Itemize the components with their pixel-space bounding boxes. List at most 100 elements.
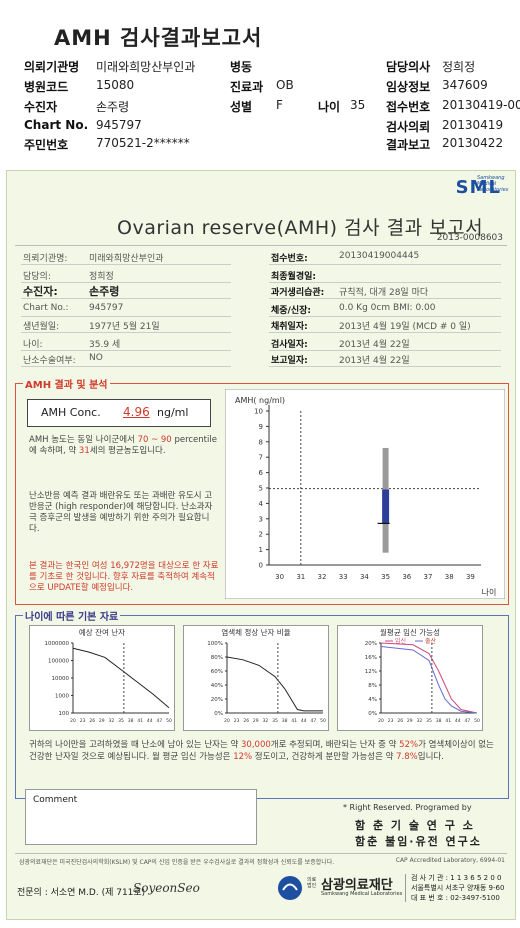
- foundation-logo-icon: [278, 876, 302, 900]
- mini-series-line: [380, 646, 478, 714]
- mini-y-tick-label: 60%: [211, 669, 223, 675]
- info-right-label: 보고일자:: [271, 356, 308, 366]
- mini-x-tick-label: 20: [378, 718, 384, 724]
- mini-x-tick-label: 50: [166, 718, 172, 724]
- info-row-divider: [269, 332, 501, 333]
- age-label: 나이: [318, 100, 341, 114]
- header-right-value: 20130419-004: [442, 98, 520, 112]
- info-row-divider: [21, 350, 231, 351]
- title-divider: [15, 245, 507, 246]
- foundation-sub: Samkwang Medical Laboratories: [321, 891, 403, 897]
- amh-y-tick-label: 7: [259, 454, 263, 462]
- data-source-note: 본 결과는 한국인 여성 16,972명을 대상으로 한 자료를 기초로 한 것…: [29, 561, 219, 593]
- info-row-divider: [21, 332, 231, 333]
- address-line-3: 대 표 번 호 : 02-3497-5100: [411, 894, 500, 902]
- info-right-label: 검사일자:: [271, 340, 308, 350]
- amh-conc-label: AMH Conc.: [41, 406, 101, 419]
- mini-chart-title: 월평균 임신 가능성: [380, 627, 440, 637]
- amh-y-tick-label: 6: [259, 469, 264, 477]
- info-right-label: 최종월경일:: [271, 272, 316, 282]
- amh-x-tick-label: 32: [318, 573, 327, 581]
- info-row-divider: [269, 316, 501, 317]
- amh-y-tick-label: 1: [259, 546, 263, 554]
- amh-iqr-box: [382, 489, 390, 524]
- mini-y-tick-label: 0%: [368, 711, 377, 717]
- mini-x-tick-label: 29: [253, 718, 259, 724]
- header-left-value: 15080: [96, 78, 135, 92]
- header-right-value: 20130419: [442, 118, 504, 132]
- info-left-label: 수진자:: [23, 285, 58, 298]
- mini-series-line: [72, 647, 170, 709]
- section2-title: 나이에 따른 기본 자료: [23, 608, 121, 623]
- header-left-label: 주민번호: [24, 138, 69, 152]
- header-left-value: 손주령: [96, 100, 130, 114]
- page-title: AMH 검사결과보고서: [54, 26, 263, 50]
- mini-y-tick-label: 8%: [368, 683, 377, 689]
- report-title: Ovarian reserve(AMH) 검사 결과 보고서: [117, 217, 484, 239]
- mini-x-tick-label: 23: [388, 718, 394, 724]
- mini-x-tick-label: 35: [426, 718, 432, 724]
- info-left-label: 나이:: [23, 340, 43, 350]
- footer-divider: [15, 853, 507, 854]
- amh-x-tick-label: 30: [275, 573, 284, 581]
- info-left-value: 945797: [89, 303, 124, 313]
- header-middle-label: 진료과: [230, 80, 264, 94]
- amh-x-tick-label: 36: [402, 573, 411, 581]
- amh-chart-title: AMH( ng/ml): [235, 396, 285, 405]
- mini-x-tick-label: 41: [291, 718, 297, 724]
- amh-y-tick-label: 8: [259, 438, 263, 446]
- header-middle-label: 성별: [230, 100, 253, 114]
- address-line-2: 서울특별시 서초구 양재동 9-60: [411, 884, 505, 892]
- info-left-value: 손주령: [89, 285, 120, 298]
- info-left-value: 1977년 5월 21일: [89, 322, 160, 332]
- mini-x-tick-label: 35: [118, 718, 124, 724]
- mini-x-tick-label: 47: [465, 718, 471, 724]
- amh-x-tick-label: 34: [360, 573, 369, 581]
- info-right-value: 2013년 4월 22일: [339, 340, 410, 350]
- mini-x-tick-label: 35: [272, 718, 278, 724]
- header-middle-value: F: [276, 98, 283, 112]
- mini-x-tick-label: 23: [234, 718, 240, 724]
- institute-2: 함춘 불임·유전 연구소: [355, 835, 482, 848]
- amh-y-tick-label: 4: [259, 500, 264, 508]
- mini-x-tick-label: 29: [407, 718, 413, 724]
- mini-x-tick-label: 50: [474, 718, 480, 724]
- info-left-label: 생년월일:: [23, 322, 60, 332]
- normal-chromosome-chart: 염색체 정상 난자 비율 100% 80% 60% 40% 20% 0%20 23 26 29 32…: [207, 627, 326, 724]
- mini-x-tick-label: 23: [80, 718, 86, 724]
- accreditation-footnote: 삼광의료재단은 미국진단검사의학회(KSLM) 및 CAP의 신임 인증을 받은…: [19, 859, 335, 866]
- mini-y-tick-label: 10000: [52, 676, 70, 682]
- mini-x-tick-label: 44: [147, 718, 153, 724]
- sml-logo-sub: Samkwang Medical Laboratories: [477, 175, 509, 193]
- age-baseline-section: [15, 615, 509, 799]
- amh-percentile-text: AMH 농도는 동일 나이군에서 70 ~ 90 percentile에 속하며…: [29, 435, 217, 456]
- mini-x-tick-label: 41: [137, 718, 143, 724]
- header-right-label: 담당의사: [386, 60, 431, 74]
- mini-x-tick-label: 38: [282, 718, 288, 724]
- address-divider: [405, 874, 406, 902]
- info-right-value: 0.0 Kg 0cm BMI: 0.00: [339, 303, 436, 313]
- info-row-divider: [269, 282, 501, 283]
- mini-y-tick-label: 1000: [55, 694, 69, 700]
- cap-text: CAP Accredited Laboratory, 6994-01: [395, 857, 505, 864]
- header-left-value: 미래와희망산부인과: [96, 60, 196, 74]
- mini-y-tick-label: 20%: [211, 697, 223, 703]
- amh-y-tick-label: 10: [254, 408, 263, 416]
- mini-chart-title: 예상 잔여 난자: [79, 627, 125, 637]
- amh-conc-value: 4.96: [123, 405, 150, 419]
- rights-text: * Right Reserved. Programed by: [343, 803, 472, 812]
- mini-x-tick-label: 32: [417, 718, 423, 724]
- amh-conc-unit: ng/ml: [157, 406, 189, 419]
- amh-x-tick-label: 33: [339, 573, 348, 581]
- specialist-name: 전문의 : 서소연 M.D. (제 711호): [17, 888, 146, 898]
- amh-x-axis-label: 나이: [482, 587, 497, 597]
- info-row-divider: [21, 298, 231, 299]
- sml-logo: SML: [455, 177, 501, 198]
- info-left-value: 정희정: [89, 272, 114, 282]
- mini-series-line: [380, 642, 478, 714]
- info-left-value: 미래와희망산부인과: [89, 254, 164, 264]
- header-right-label: 검사의뢰: [386, 120, 431, 134]
- mini-x-tick-label: 20: [70, 718, 76, 724]
